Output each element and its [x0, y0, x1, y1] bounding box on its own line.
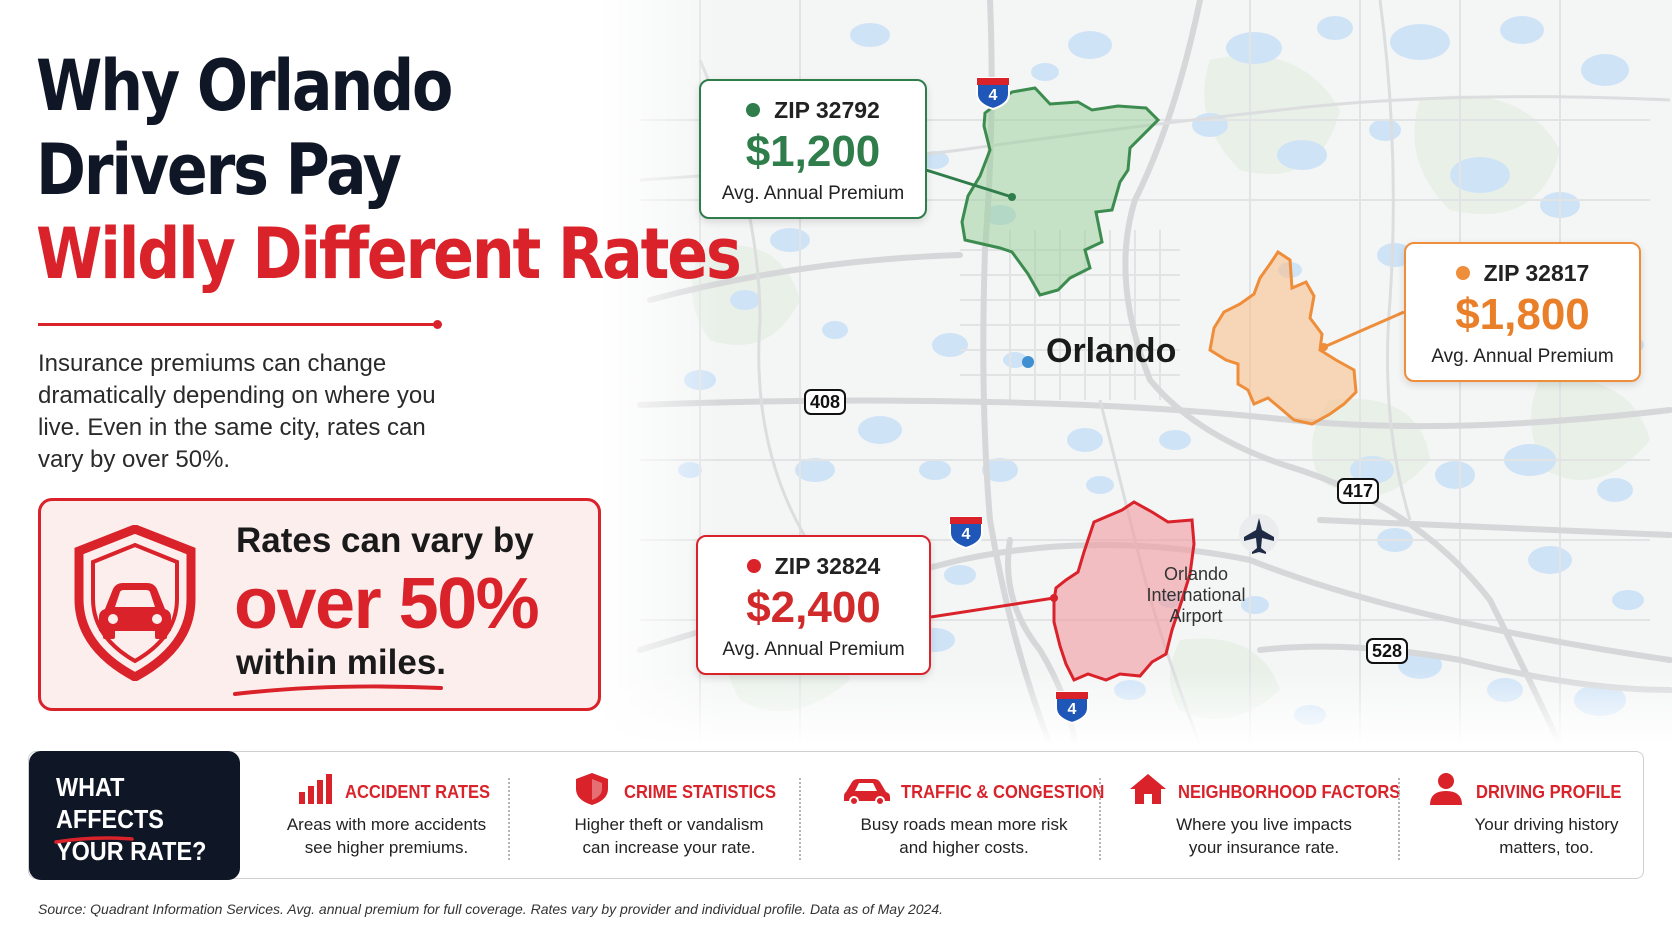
factor-title: TRAFFIC & CONGESTION — [901, 782, 1105, 802]
factor-divider — [1099, 778, 1101, 860]
factor-desc: Areas with more accidents see higher pre… — [286, 815, 487, 857]
factor-desc: Where you live impacts your insurance ra… — [1176, 815, 1352, 857]
factor-title: NEIGHBORHOOD FACTORS — [1178, 782, 1401, 802]
factor-traffic-congestion: TRAFFIC & CONGESTION Busy roads mean mor… — [814, 752, 1114, 880]
factor-title: CRIME STATISTICS — [624, 782, 777, 802]
callout-line-3: within miles. — [236, 643, 447, 682]
house-icon — [1130, 774, 1166, 804]
page-title: Why Orlando Drivers Pay Wildly Different… — [36, 44, 742, 296]
factor-divider — [799, 778, 801, 860]
intro-text: Insurance premiums can change dramatical… — [38, 350, 436, 473]
route-417-marker: 417 — [1337, 478, 1380, 504]
rate-variance-callout: Rates can vary by over 50% within miles. — [38, 498, 601, 711]
zip-card-header: ZIP 32817 — [1406, 260, 1639, 287]
zip-card-header: ZIP 32792 — [701, 97, 925, 124]
factors-heading-box: WHAT AFFECTS YOUR RATE? — [29, 751, 240, 880]
bar-chart-icon — [299, 774, 332, 804]
factor-divider — [508, 778, 510, 860]
airport-icon — [1239, 514, 1279, 554]
zip-card-price: $1,800 — [1455, 290, 1590, 339]
underline-swoosh — [233, 684, 443, 696]
zip-card-label: Avg. Annual Premium — [721, 183, 905, 204]
interstate-4-shield-north: 4 — [975, 76, 1011, 111]
car-icon — [844, 779, 890, 806]
zip-card-32817: ZIP 32817 $1,800 Avg. Annual Premium — [1404, 242, 1641, 382]
factor-title: DRIVING PROFILE — [1476, 782, 1622, 802]
factor-desc: Higher theft or vandalism can increase y… — [574, 815, 764, 857]
factor-desc: Busy roads mean more risk and higher cos… — [860, 815, 1068, 857]
title-line-3: Wildly Different Rates — [36, 213, 742, 295]
title-line-2: Drivers Pay — [36, 129, 402, 211]
zip-32817-area — [1208, 249, 1358, 426]
factor-title: ACCIDENT RATES — [345, 782, 491, 802]
orlando-map — [600, 0, 1672, 745]
zip-card-price: $2,400 — [746, 583, 881, 632]
source-note: Source: Quadrant Information Services. A… — [38, 901, 944, 917]
factor-driving-profile: DRIVING PROFILE Your driving history mat… — [1414, 752, 1639, 880]
zip-card-price: $1,200 — [745, 127, 881, 176]
title-line-1: Why Orlando — [36, 45, 453, 127]
factor-neighborhood: NEIGHBORHOOD FACTORS Where you live impa… — [1114, 752, 1414, 880]
zip-card-32792: ZIP 32792 $1,200 Avg. Annual Premium — [699, 79, 927, 219]
zip-card-32824: ZIP 32824 $2,400 Avg. Annual Premium — [696, 535, 931, 675]
factor-accident-rates: ACCIDENT RATES Areas with more accidents… — [249, 752, 524, 880]
factors-heading: WHAT AFFECTS YOUR RATE? — [56, 772, 207, 866]
factor-divider — [1398, 778, 1400, 860]
city-label: Orlando — [1046, 332, 1177, 370]
person-icon — [1430, 773, 1462, 805]
route-528-marker: 528 — [1366, 638, 1409, 664]
shield-icon — [576, 773, 608, 805]
zip-card-label: Avg. Annual Premium — [722, 639, 905, 660]
heading-swoosh — [54, 836, 134, 844]
green-dot-icon — [746, 103, 761, 117]
interstate-4-shield-south: 4 — [1054, 690, 1090, 725]
red-dot-icon — [746, 559, 761, 573]
rate-factors-strip: WHAT AFFECTS YOUR RATE? ACCIDENT RATES A… — [28, 751, 1644, 880]
factor-desc: Your driving history matters, too. — [1474, 815, 1619, 857]
airport-label: Orlando International Airport — [1146, 564, 1246, 626]
callout-line-1: Rates can vary by — [236, 521, 534, 560]
zip-card-label: Avg. Annual Premium — [1431, 346, 1614, 367]
factor-crime-statistics: CRIME STATISTICS Higher theft or vandali… — [524, 752, 814, 880]
zip-card-header: ZIP 32824 — [698, 553, 929, 580]
zip-32792-area — [960, 86, 1161, 297]
shield-car-icon — [74, 525, 196, 681]
route-408-marker: 408 — [804, 389, 847, 415]
title-divider — [38, 320, 442, 329]
callout-highlight: over 50% — [234, 564, 540, 644]
interstate-4-shield-middle: 4 — [948, 515, 984, 550]
zip-32824-area — [1052, 500, 1196, 682]
orange-dot-icon — [1455, 266, 1470, 280]
